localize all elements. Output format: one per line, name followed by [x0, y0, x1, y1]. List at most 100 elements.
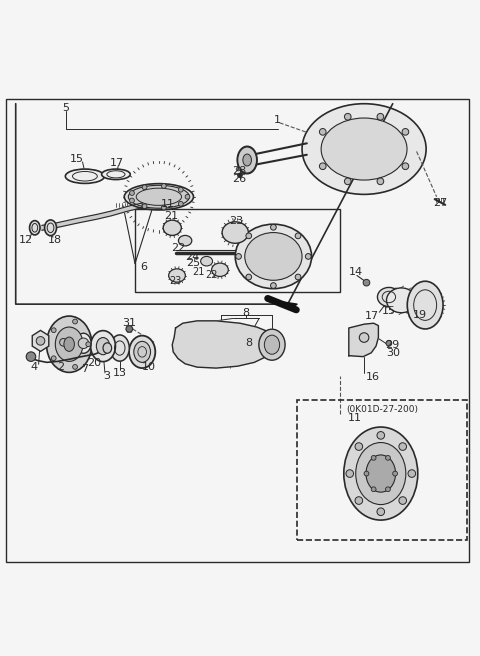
- Ellipse shape: [302, 104, 426, 194]
- Ellipse shape: [55, 327, 83, 361]
- Text: 17: 17: [110, 158, 124, 169]
- Circle shape: [236, 167, 240, 171]
- Circle shape: [295, 233, 301, 239]
- Text: 11: 11: [160, 199, 174, 209]
- Circle shape: [371, 487, 376, 491]
- Text: 5: 5: [62, 104, 69, 113]
- Ellipse shape: [235, 224, 312, 289]
- Text: 30: 30: [386, 348, 400, 358]
- Circle shape: [271, 283, 276, 289]
- Circle shape: [126, 325, 132, 333]
- Circle shape: [377, 432, 384, 440]
- Ellipse shape: [129, 336, 156, 368]
- Circle shape: [161, 184, 166, 188]
- Circle shape: [360, 333, 369, 342]
- Circle shape: [51, 328, 56, 333]
- Circle shape: [363, 279, 370, 286]
- Polygon shape: [42, 203, 142, 230]
- Circle shape: [319, 163, 326, 169]
- Text: 18: 18: [48, 235, 62, 245]
- Text: 22: 22: [205, 270, 217, 279]
- Text: 8: 8: [242, 308, 249, 318]
- Text: 28: 28: [232, 167, 246, 176]
- Ellipse shape: [65, 169, 105, 184]
- Ellipse shape: [163, 220, 181, 236]
- Text: 19: 19: [413, 310, 427, 319]
- Circle shape: [72, 319, 77, 324]
- Circle shape: [386, 340, 392, 346]
- Text: 4: 4: [30, 362, 37, 372]
- Text: 13: 13: [113, 368, 127, 379]
- Circle shape: [346, 470, 354, 478]
- Circle shape: [86, 342, 91, 346]
- Circle shape: [399, 497, 407, 504]
- Text: 12: 12: [19, 235, 33, 245]
- Circle shape: [364, 471, 369, 476]
- Circle shape: [142, 185, 147, 190]
- Ellipse shape: [386, 288, 416, 313]
- Text: 25: 25: [186, 258, 200, 268]
- Ellipse shape: [103, 343, 112, 354]
- Circle shape: [271, 224, 276, 230]
- Ellipse shape: [243, 154, 252, 166]
- Circle shape: [60, 338, 67, 346]
- Text: 1: 1: [274, 115, 281, 125]
- Polygon shape: [266, 299, 297, 309]
- Text: 7: 7: [81, 363, 88, 373]
- Ellipse shape: [407, 281, 443, 329]
- Ellipse shape: [366, 455, 396, 492]
- Text: 11: 11: [348, 413, 361, 422]
- Ellipse shape: [110, 335, 129, 361]
- Polygon shape: [172, 321, 275, 368]
- Text: 15: 15: [70, 154, 84, 163]
- Ellipse shape: [222, 222, 248, 243]
- Circle shape: [185, 194, 190, 199]
- Ellipse shape: [356, 443, 406, 504]
- Text: 6: 6: [140, 262, 147, 272]
- Circle shape: [36, 337, 45, 345]
- Text: 8: 8: [245, 338, 252, 348]
- Circle shape: [402, 129, 409, 135]
- Ellipse shape: [30, 220, 40, 235]
- Circle shape: [377, 178, 384, 185]
- Circle shape: [355, 443, 363, 451]
- Circle shape: [355, 497, 363, 504]
- Ellipse shape: [238, 147, 257, 173]
- Text: 23: 23: [169, 276, 182, 286]
- Text: (0K01D-27-200): (0K01D-27-200): [346, 405, 418, 414]
- Circle shape: [51, 356, 56, 361]
- Circle shape: [305, 254, 311, 259]
- Ellipse shape: [179, 236, 192, 246]
- Circle shape: [385, 455, 390, 461]
- Circle shape: [179, 188, 183, 192]
- Polygon shape: [349, 323, 378, 357]
- Circle shape: [408, 470, 416, 478]
- Text: 10: 10: [142, 362, 156, 372]
- Text: 14: 14: [348, 267, 362, 277]
- Ellipse shape: [264, 335, 280, 354]
- Circle shape: [26, 352, 36, 361]
- Ellipse shape: [321, 118, 407, 180]
- Ellipse shape: [76, 333, 91, 354]
- Circle shape: [402, 163, 409, 169]
- Circle shape: [319, 129, 326, 135]
- Circle shape: [78, 338, 89, 348]
- Circle shape: [236, 254, 241, 259]
- Ellipse shape: [91, 331, 116, 361]
- Ellipse shape: [47, 316, 92, 373]
- Text: 2: 2: [58, 362, 65, 372]
- Circle shape: [399, 443, 407, 451]
- Text: 29: 29: [385, 340, 400, 350]
- Text: 21: 21: [192, 267, 204, 277]
- Circle shape: [246, 274, 252, 280]
- Text: 24: 24: [185, 253, 199, 262]
- Circle shape: [345, 113, 351, 120]
- Text: 21: 21: [164, 211, 179, 221]
- Ellipse shape: [96, 338, 110, 355]
- Ellipse shape: [168, 269, 185, 282]
- Circle shape: [142, 204, 147, 209]
- Ellipse shape: [377, 287, 400, 306]
- Text: 16: 16: [366, 372, 380, 382]
- Ellipse shape: [245, 233, 302, 280]
- Circle shape: [72, 365, 77, 369]
